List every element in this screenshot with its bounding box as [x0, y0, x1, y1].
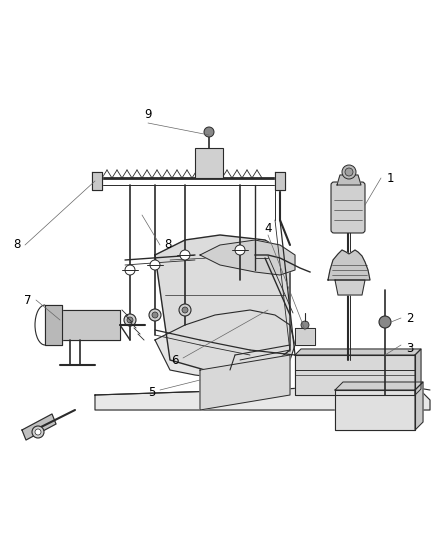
- Text: 7: 7: [24, 294, 32, 306]
- Polygon shape: [335, 390, 415, 430]
- Polygon shape: [200, 355, 290, 410]
- Polygon shape: [337, 175, 361, 185]
- Polygon shape: [328, 250, 370, 280]
- Polygon shape: [155, 235, 290, 375]
- Circle shape: [152, 312, 158, 318]
- Circle shape: [179, 304, 191, 316]
- Polygon shape: [45, 305, 62, 345]
- Polygon shape: [95, 385, 430, 410]
- Text: 8: 8: [13, 238, 21, 252]
- Text: 6: 6: [171, 353, 179, 367]
- Polygon shape: [92, 172, 102, 190]
- Text: 1: 1: [386, 172, 394, 184]
- Circle shape: [379, 316, 391, 328]
- Polygon shape: [60, 310, 120, 340]
- Polygon shape: [295, 349, 421, 355]
- FancyBboxPatch shape: [331, 182, 365, 233]
- FancyBboxPatch shape: [195, 148, 223, 178]
- Text: 4: 4: [264, 222, 272, 235]
- Text: 5: 5: [148, 385, 155, 399]
- Polygon shape: [415, 382, 423, 430]
- Polygon shape: [415, 349, 421, 395]
- Circle shape: [301, 321, 309, 329]
- Polygon shape: [335, 382, 423, 390]
- Circle shape: [149, 309, 161, 321]
- Text: 9: 9: [144, 109, 152, 122]
- Polygon shape: [22, 414, 56, 440]
- Polygon shape: [295, 328, 315, 345]
- Text: 3: 3: [406, 342, 413, 354]
- Text: 8: 8: [164, 238, 172, 252]
- Polygon shape: [155, 310, 295, 380]
- Circle shape: [235, 245, 245, 255]
- Circle shape: [180, 250, 190, 260]
- Circle shape: [124, 314, 136, 326]
- Circle shape: [125, 265, 135, 275]
- Polygon shape: [295, 355, 415, 395]
- Polygon shape: [275, 172, 285, 190]
- Circle shape: [32, 426, 44, 438]
- Circle shape: [345, 168, 353, 176]
- Circle shape: [342, 165, 356, 179]
- Circle shape: [182, 307, 188, 313]
- Text: 2: 2: [406, 311, 414, 325]
- Circle shape: [35, 429, 41, 435]
- Polygon shape: [200, 240, 295, 275]
- Circle shape: [127, 317, 133, 323]
- Circle shape: [150, 260, 160, 270]
- Polygon shape: [335, 280, 365, 295]
- Circle shape: [204, 127, 214, 137]
